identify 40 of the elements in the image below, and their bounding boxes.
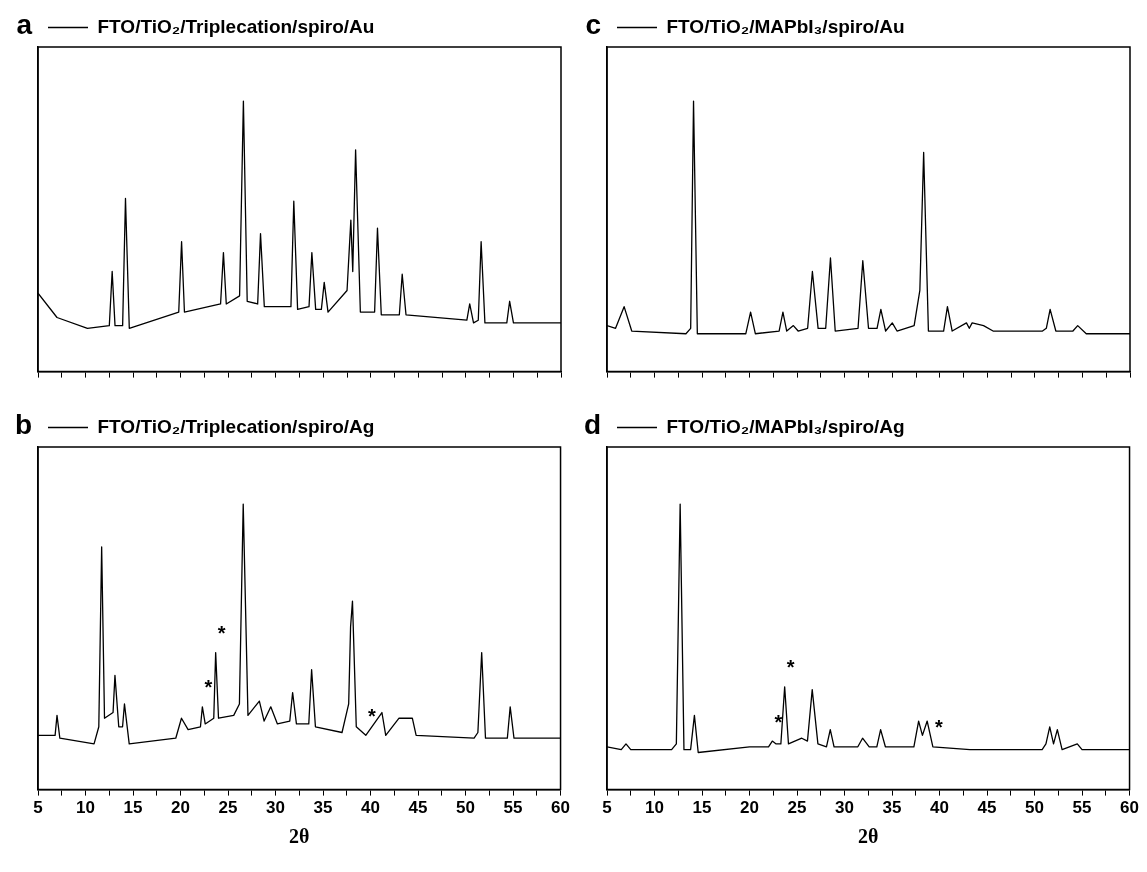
x-tick-label: 55 — [503, 798, 523, 818]
annotation: * — [786, 656, 795, 679]
annotation: * — [204, 676, 213, 699]
x-tick-label: 25 — [218, 798, 238, 818]
x-tick-label: 10 — [76, 798, 95, 818]
x-tick-label: 40 — [930, 798, 949, 818]
chart-title: a — [16, 8, 33, 40]
x-tick-label: 15 — [692, 798, 712, 818]
x-tick-label: 50 — [456, 798, 475, 818]
x-tick-label: 25 — [787, 798, 807, 818]
chart-title: c — [585, 8, 601, 40]
x-tick-label: 45 — [977, 798, 997, 818]
annotation: * — [217, 622, 226, 645]
x-tick-label: 5 — [33, 798, 43, 818]
x-tick-label: 15 — [123, 798, 143, 818]
x-tick-label: 60 — [551, 798, 571, 818]
x-tick-label: 35 — [313, 798, 333, 818]
annotation: * — [934, 716, 943, 739]
x-axis-title: 2θ — [858, 825, 879, 848]
legend-label: FTO/TiO₂/MAPbI₃/spiro/Ag — [666, 415, 905, 437]
x-axis-title: 2θ — [289, 825, 310, 848]
x-tick-label: 50 — [1025, 798, 1044, 818]
chart-title: d — [583, 408, 601, 440]
x-tick-label: 60 — [1120, 798, 1140, 818]
legend-label: FTO/TiO₂/Triplecation/spiro/Au — [97, 15, 375, 37]
legend-label: FTO/TiO₂/Triplecation/spiro/Ag — [97, 415, 375, 437]
x-tick-label: 55 — [1072, 798, 1092, 818]
annotation: * — [367, 704, 376, 727]
x-tick-label: 10 — [645, 798, 664, 818]
x-tick-label: 20 — [740, 798, 759, 818]
x-tick-label: 30 — [835, 798, 854, 818]
annotation: * — [774, 710, 783, 733]
x-tick-label: 5 — [602, 798, 612, 818]
x-tick-label: 30 — [266, 798, 285, 818]
chart-title: b — [14, 408, 32, 440]
x-tick-label: 20 — [171, 798, 190, 818]
x-tick-label: 45 — [408, 798, 428, 818]
legend-label: FTO/TiO₂/MAPbI₃/spiro/Au — [666, 15, 905, 37]
x-tick-label: 35 — [882, 798, 902, 818]
x-tick-label: 40 — [361, 798, 380, 818]
